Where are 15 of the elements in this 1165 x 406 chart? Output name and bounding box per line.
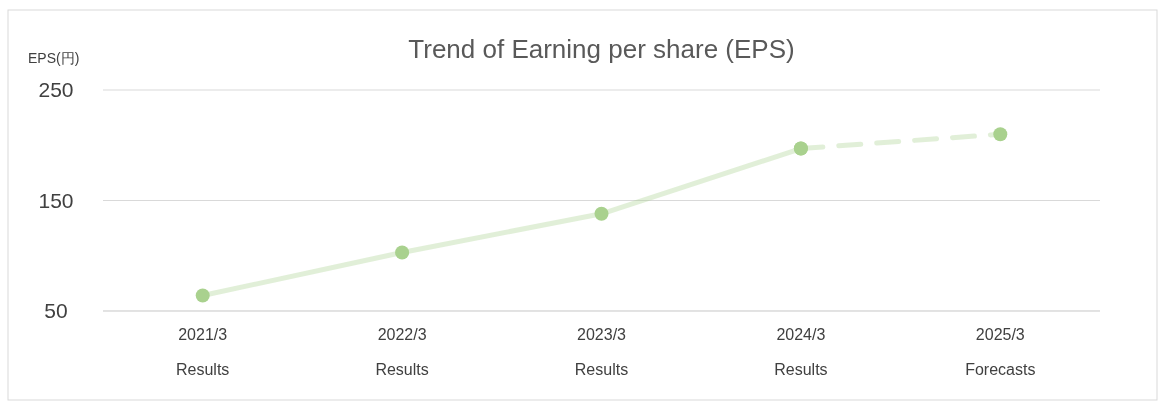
y-tick-label: 250 [38, 78, 74, 101]
x-tick-label: 2023/3 Results [574, 326, 629, 378]
chart-title: Trend of Earning per share (EPS) [408, 34, 795, 64]
point [993, 127, 1008, 142]
point [594, 206, 609, 221]
x-tick-label: 2025/3 Forecasts [965, 326, 1036, 378]
y-axis-title: EPS(円) [28, 50, 80, 66]
x-tick-label: 2021/3 Results [176, 326, 230, 378]
point [395, 245, 410, 260]
y-tick-label: 50 [44, 299, 68, 322]
point [195, 288, 210, 303]
x-tick-label: 2022/3 Results [375, 326, 429, 378]
y-tick-label: 150 [38, 188, 74, 212]
point [793, 141, 808, 156]
x-tick-label: 2024/3 Results [774, 326, 828, 378]
